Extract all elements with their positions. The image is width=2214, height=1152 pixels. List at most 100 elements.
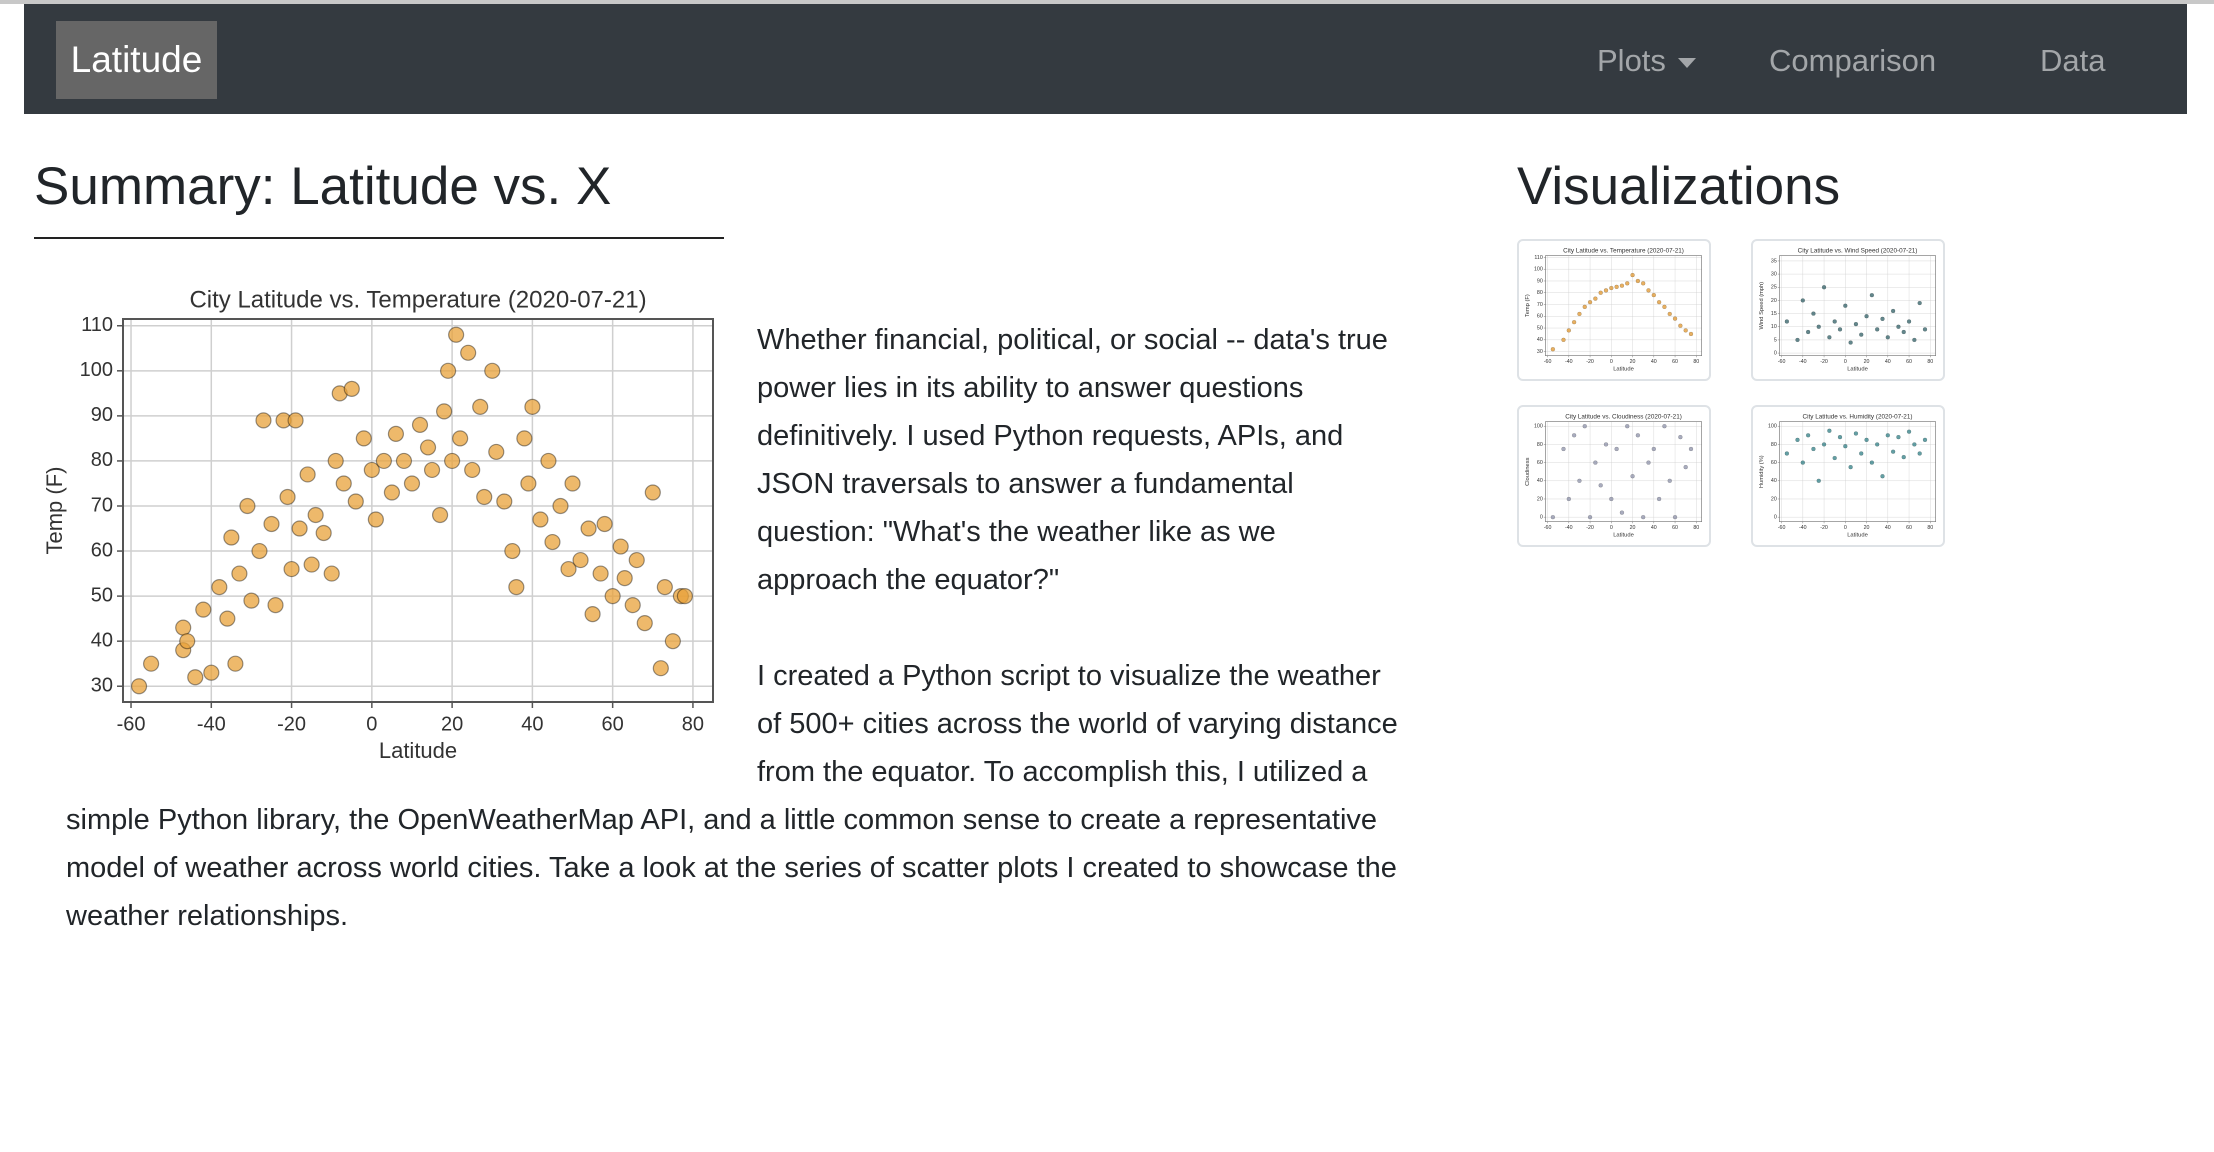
scatter-point bbox=[1922, 437, 1928, 442]
scatter-point bbox=[1901, 455, 1906, 460]
x-tick-label: 40 bbox=[1651, 359, 1657, 365]
scatter-point bbox=[676, 588, 694, 605]
y-tick-label: 70 bbox=[1537, 302, 1543, 308]
scatter-point bbox=[624, 597, 641, 614]
scatter-point bbox=[1598, 483, 1603, 488]
scatter-point bbox=[440, 362, 457, 379]
scatter-point bbox=[387, 425, 405, 442]
y-axis-label: Temp (F) bbox=[1525, 294, 1531, 317]
scatter-point bbox=[1784, 319, 1790, 324]
scatter-point bbox=[423, 461, 441, 479]
scatter-point bbox=[1864, 314, 1869, 319]
scatter-point bbox=[584, 606, 601, 623]
scatter-point bbox=[279, 488, 296, 506]
scatter-point bbox=[1678, 435, 1683, 440]
scatter-point bbox=[291, 520, 308, 537]
y-tick-label: 40 bbox=[1537, 478, 1543, 484]
thumbnail[interactable]: -60 -40 -20 0 20 40 60 80 30 40 50 60 70 80 90 100 110 Ci… bbox=[1517, 239, 1711, 381]
scatter-point bbox=[1843, 444, 1848, 449]
scatter-point bbox=[1843, 303, 1848, 308]
scatter-point bbox=[223, 529, 240, 546]
scatter-point bbox=[1837, 327, 1843, 332]
scatter-point bbox=[1598, 290, 1603, 295]
thumbnail[interactable]: -60 -40 -20 0 20 40 60 80 0 20 40 60 80 100 City Latit… bbox=[1751, 405, 1945, 547]
scatter-point bbox=[1890, 308, 1896, 314]
nav-link[interactable]: Data bbox=[2040, 43, 2106, 78]
nav-link[interactable]: Plots bbox=[1597, 43, 1666, 78]
scatter-point bbox=[1571, 320, 1577, 325]
scatter-point bbox=[403, 475, 421, 492]
scatter-point bbox=[1859, 451, 1864, 456]
scatter-point bbox=[656, 579, 673, 596]
x-tick-label: 40 bbox=[1651, 525, 1657, 531]
plot-frame bbox=[1779, 421, 1936, 522]
scatter-point bbox=[604, 588, 621, 605]
scatter-point bbox=[1672, 316, 1678, 321]
heading-rule bbox=[34, 237, 724, 239]
x-tick-label: -20 bbox=[277, 713, 306, 735]
scatter-point bbox=[231, 565, 248, 582]
scatter-point bbox=[1582, 424, 1587, 429]
chart-title: City Latitude vs. Temperature (2020-07-2… bbox=[189, 286, 646, 313]
thumbnail[interactable]: -60 -40 -20 0 20 40 60 80 0 5 10 15 20 25 30 35 City Lat… bbox=[1751, 239, 1945, 381]
thumbnail[interactable]: -60 -40 -20 0 20 40 60 80 0 20 40 60 80 100 City Latit… bbox=[1517, 405, 1711, 547]
x-tick-label: 60 bbox=[1906, 359, 1912, 365]
scatter-point bbox=[130, 678, 148, 695]
scatter-point bbox=[1885, 433, 1890, 438]
plot-area bbox=[1779, 421, 1936, 522]
scatter-point bbox=[303, 556, 320, 573]
plot-area bbox=[1545, 255, 1702, 356]
scatter-point bbox=[1582, 304, 1587, 309]
scatter-point bbox=[524, 398, 541, 415]
scatter-point bbox=[1912, 337, 1917, 343]
scatter-point bbox=[435, 403, 453, 420]
scatter-point bbox=[195, 601, 212, 618]
scatter-point bbox=[431, 506, 449, 524]
scatter-point bbox=[1811, 446, 1816, 452]
y-tick-label: 30 bbox=[1771, 272, 1777, 278]
scatter-point bbox=[1566, 328, 1571, 333]
scatter-point bbox=[1672, 515, 1678, 520]
x-axis-label: Latitude bbox=[1613, 532, 1634, 538]
scatter-point bbox=[1811, 311, 1816, 316]
scatter-point bbox=[347, 493, 364, 510]
scatter-point bbox=[1609, 285, 1614, 291]
plot-frame bbox=[1779, 255, 1936, 356]
scatter-point bbox=[1550, 515, 1556, 520]
y-tick-label: 70 bbox=[91, 494, 113, 516]
y-tick-label: 40 bbox=[1771, 478, 1777, 484]
y-tick-label: 10 bbox=[1771, 324, 1777, 330]
y-tick-label: 80 bbox=[1771, 442, 1777, 448]
scatter-point bbox=[1795, 337, 1800, 343]
y-tick-label: 110 bbox=[81, 314, 113, 336]
scatter-point bbox=[1688, 331, 1694, 337]
scatter-point bbox=[1917, 451, 1922, 456]
y-tick-label: 90 bbox=[91, 404, 113, 426]
scatter-point bbox=[628, 551, 645, 569]
scatter-point bbox=[1875, 327, 1880, 332]
plot-frame bbox=[1545, 421, 1702, 522]
scatter-point bbox=[1896, 324, 1901, 329]
brand[interactable]: Latitude bbox=[56, 21, 217, 99]
scatter-point bbox=[1816, 478, 1821, 483]
scatter-point bbox=[1603, 442, 1609, 447]
x-tick-label: 40 bbox=[521, 713, 543, 735]
y-tick-label: 60 bbox=[1537, 460, 1543, 466]
nav-link[interactable]: Comparison bbox=[1769, 43, 1937, 78]
x-tick-label: -60 bbox=[1778, 359, 1786, 365]
y-tick-label: 100 bbox=[1534, 424, 1543, 430]
x-tick-label: -40 bbox=[1799, 525, 1807, 531]
scatter-point bbox=[1566, 496, 1571, 502]
nav-dropdown[interactable]: Plots bbox=[1597, 4, 1696, 114]
y-tick-label: 60 bbox=[91, 539, 113, 561]
summary-content: -60 -40 -20 0 20 40 60 80 30 40 50 60 70 80 90 100 110 Ci… bbox=[42, 282, 1400, 988]
x-tick-label: 80 bbox=[1693, 359, 1699, 365]
scatter-point bbox=[175, 619, 192, 636]
scatter-point bbox=[1901, 329, 1906, 335]
scatter-point bbox=[1614, 446, 1619, 452]
y-tick-label: 80 bbox=[91, 449, 113, 471]
x-axis-label: Latitude bbox=[1847, 532, 1868, 538]
thumbnail-chart: -60 -40 -20 0 20 40 60 80 0 20 40 60 80 100 City Latit… bbox=[1525, 414, 1702, 538]
scatter-point bbox=[616, 569, 633, 587]
x-tick-label: 20 bbox=[1864, 359, 1870, 365]
